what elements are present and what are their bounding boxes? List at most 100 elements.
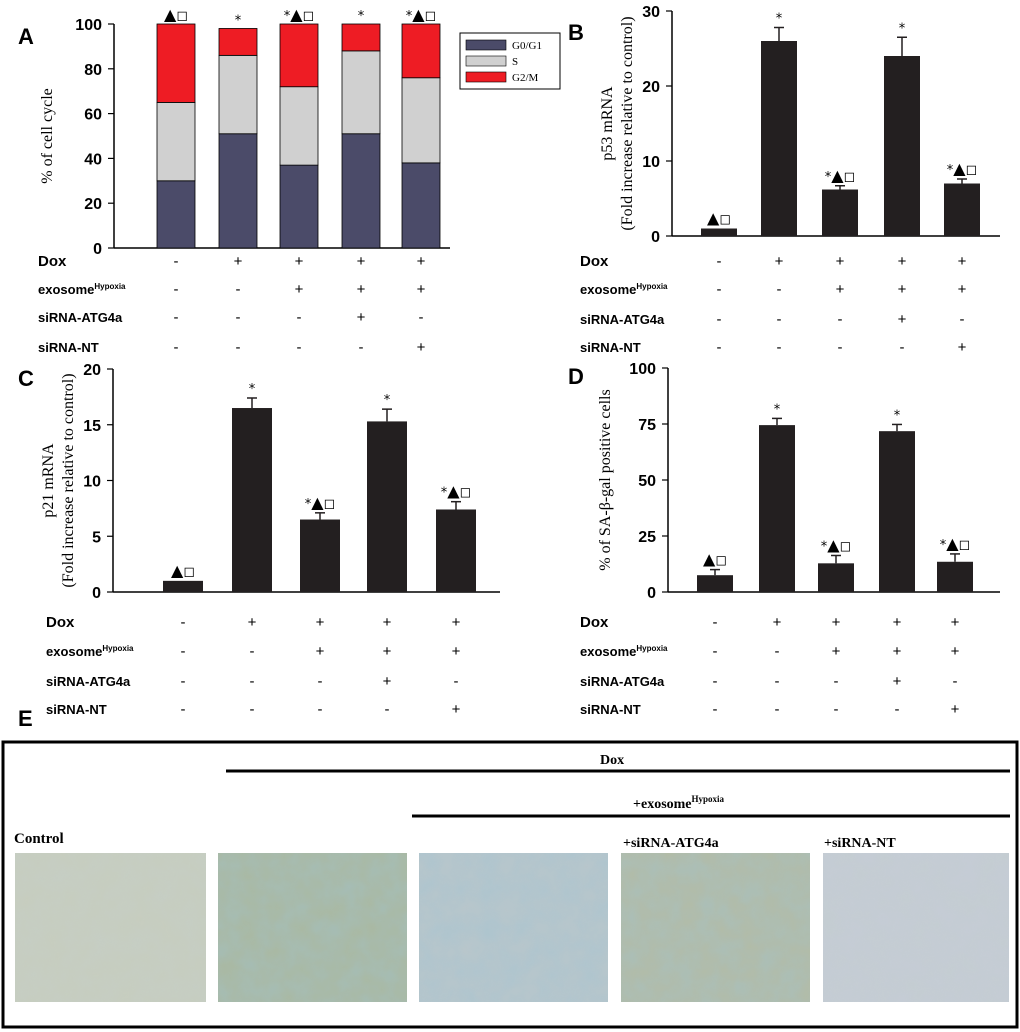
significance-marker: *▲◻ xyxy=(825,166,855,185)
marker-triangle: ▲ xyxy=(946,534,959,553)
significance-marker: *▲◻ xyxy=(947,159,977,178)
condition-name: siRNA-ATG4a xyxy=(580,674,665,689)
marker-triangle: ▲ xyxy=(164,5,177,24)
condition-sign: + xyxy=(898,281,907,298)
significance-marker: * xyxy=(776,12,783,27)
significance-marker: ▲◻ xyxy=(171,561,195,580)
marker-square: ◻ xyxy=(324,496,336,512)
marker-square: ◻ xyxy=(840,538,852,554)
condition-row-label: siRNA-ATG4a xyxy=(580,312,665,327)
condition-sign: + xyxy=(775,253,784,270)
y-tick-label: 0 xyxy=(92,585,101,602)
legend-label-g2m: G2/M xyxy=(512,72,539,84)
condition-sign: - xyxy=(174,309,179,326)
micrograph-atg4a xyxy=(621,853,810,1002)
bar xyxy=(818,563,854,592)
condition-sign: - xyxy=(359,339,364,356)
condition-sign: - xyxy=(236,281,241,298)
condition-name: exosome xyxy=(46,644,102,659)
conditions-a: Dox - + + + + exosomeHypoxia - - + + + siRNA-ATG4a - -… xyxy=(38,253,426,356)
bar xyxy=(436,509,476,592)
bar xyxy=(300,519,340,592)
y-tick-label: 10 xyxy=(83,474,101,491)
condition-sign: + xyxy=(383,673,392,690)
y-tick-label: 20 xyxy=(84,196,102,213)
bar-segment-g0-g1 xyxy=(156,180,196,249)
condition-name: siRNA-NT xyxy=(46,702,107,717)
condition-row-label: siRNA-ATG4a xyxy=(46,674,131,689)
condition-sign: + xyxy=(248,614,257,631)
condition-sign: - xyxy=(236,339,241,356)
dox-heading: Dox xyxy=(600,753,624,768)
panel-label-b: B xyxy=(568,20,584,45)
y-tick-label: 0 xyxy=(93,241,102,258)
legend-swatch-s xyxy=(465,55,507,67)
condition-sign: + xyxy=(452,614,461,631)
condition-sign: - xyxy=(777,311,782,328)
condition-sign: + xyxy=(234,253,243,270)
marker-triangle: ▲ xyxy=(703,550,716,569)
condition-sign: + xyxy=(836,253,845,270)
condition-name: siRNA-ATG4a xyxy=(46,674,131,689)
significance-marker: ▲◻ xyxy=(164,5,188,24)
y-tick-label: 25 xyxy=(638,529,656,546)
micrograph-nt xyxy=(823,853,1009,1002)
condition-sign: - xyxy=(250,701,255,718)
y-tick-label: 30 xyxy=(642,4,660,21)
condition-superscript: Hypoxia xyxy=(636,282,668,291)
marker-triangle: ▲ xyxy=(290,5,303,24)
significance-marker: * xyxy=(894,408,901,423)
condition-sign: + xyxy=(832,643,841,660)
condition-sign: + xyxy=(832,614,841,631)
marker-star: * xyxy=(284,9,291,24)
legend-swatch-g0g1 xyxy=(465,39,507,51)
condition-sign: + xyxy=(452,643,461,660)
condition-sign: + xyxy=(836,281,845,298)
bar xyxy=(944,183,980,236)
bar xyxy=(367,421,407,592)
bar xyxy=(822,189,858,236)
exosome-heading: +exosomeHypoxia xyxy=(633,794,725,812)
marker-triangle: ▲ xyxy=(171,561,184,580)
condition-sign: - xyxy=(717,281,722,298)
condition-name: siRNA-NT xyxy=(580,702,641,717)
condition-sign: + xyxy=(383,614,392,631)
marker-star: * xyxy=(358,9,365,24)
marker-star: * xyxy=(406,9,413,24)
y-tick-label: 10 xyxy=(642,154,660,171)
condition-name: Dox xyxy=(580,253,609,270)
marker-star: * xyxy=(821,539,828,554)
condition-row-label: siRNA-NT xyxy=(46,702,107,717)
condition-row-label: Dox xyxy=(580,253,609,270)
panel-e-frame xyxy=(1,740,1019,1029)
bar xyxy=(937,561,973,592)
condition-sign: - xyxy=(174,339,179,356)
condition-sign: + xyxy=(357,309,366,326)
condition-sign: + xyxy=(357,281,366,298)
condition-sign: + xyxy=(951,643,960,660)
marker-square: ◻ xyxy=(176,8,188,24)
condition-row-label: exosomeHypoxia xyxy=(580,282,668,297)
marker-star: * xyxy=(305,497,312,512)
control-label: Control xyxy=(14,831,64,847)
condition-sign: - xyxy=(174,253,179,270)
y-tick-label: 15 xyxy=(83,418,101,435)
marker-star: * xyxy=(235,13,242,28)
condition-name: exosome xyxy=(38,282,94,297)
condition-sign: - xyxy=(250,673,255,690)
y-tick-label: 100 xyxy=(75,17,102,34)
condition-sign: - xyxy=(895,701,900,718)
condition-sign: + xyxy=(958,253,967,270)
marker-square: ◻ xyxy=(460,485,472,501)
chart-c: 0 5 10 15 20 p21 mRNA (Fold increase relative … xyxy=(40,362,500,602)
y-tick-label: 75 xyxy=(638,417,656,434)
y-tick-label: 5 xyxy=(92,529,101,546)
micrograph-dox xyxy=(218,853,407,1002)
marker-square: ◻ xyxy=(959,537,971,553)
y-tick-label: 0 xyxy=(647,585,656,602)
condition-sign: - xyxy=(960,311,965,328)
y-tick-label: 50 xyxy=(638,473,656,490)
condition-sign: + xyxy=(951,701,960,718)
